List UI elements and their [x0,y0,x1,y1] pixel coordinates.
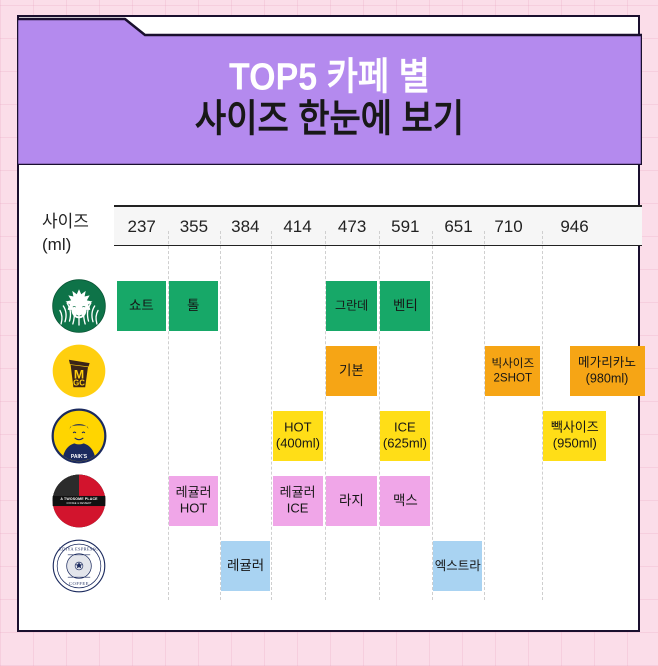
svg-text:COFFEE & DESSERT: COFFEE & DESSERT [67,503,92,505]
svg-text:COFFEE: COFFEE [69,581,89,586]
svg-text:A TWOSOME PLACE: A TWOSOME PLACE [60,497,98,501]
svg-text:GC: GC [73,379,85,388]
svg-text:PAIK'S: PAIK'S [71,454,88,460]
svg-text:EDIYA ESPRESSO: EDIYA ESPRESSO [59,546,99,551]
